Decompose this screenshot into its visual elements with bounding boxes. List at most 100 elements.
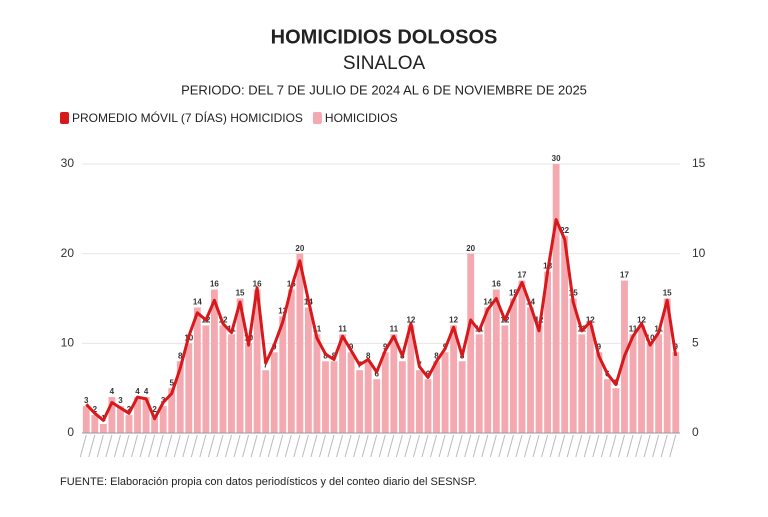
bar (492, 289, 500, 433)
bar (663, 298, 671, 433)
x-tick (148, 434, 156, 458)
value-label: 8 (178, 351, 183, 360)
y-tick-label: 20 (61, 246, 75, 260)
value-label: 30 (552, 154, 561, 163)
x-tick (617, 434, 625, 458)
bar (219, 325, 227, 433)
x-tick (600, 434, 608, 458)
value-label: 16 (492, 280, 501, 289)
x-tick (395, 434, 403, 458)
bar (296, 253, 304, 433)
x-tick (199, 434, 207, 458)
bar (168, 388, 176, 433)
bar (287, 289, 295, 433)
x-tick (455, 434, 463, 458)
x-tick (293, 434, 301, 458)
bar (193, 307, 201, 433)
x-tick (412, 434, 420, 458)
x-tick (353, 434, 361, 458)
y-tick-label: 0 (67, 425, 74, 439)
legend-label: HOMICIDIOS (325, 111, 398, 125)
x-tick (660, 434, 668, 458)
x-tick (182, 434, 190, 458)
bar (527, 307, 534, 433)
bar (373, 379, 381, 433)
x-tick (575, 434, 583, 458)
bar (82, 406, 90, 433)
y2-tick-label: 0 (692, 425, 699, 439)
bar (561, 235, 569, 433)
bar (672, 352, 680, 433)
x-tick (156, 434, 164, 458)
x-tick (190, 434, 198, 458)
value-label: 12 (586, 316, 595, 325)
bar (450, 325, 458, 433)
bar (433, 361, 440, 433)
x-tick (464, 434, 472, 458)
x-tick (549, 434, 557, 458)
x-tick (421, 434, 429, 458)
x-tick (310, 434, 318, 458)
x-tick (361, 434, 369, 458)
value-label: 9 (349, 342, 354, 351)
bar (612, 388, 620, 433)
bar (322, 361, 329, 433)
x-tick (566, 434, 574, 458)
bar (228, 334, 235, 433)
value-label: 11 (338, 324, 347, 333)
bar (484, 307, 492, 433)
bar (458, 361, 466, 433)
y2-tick-label: 15 (692, 156, 706, 170)
bar (629, 334, 637, 433)
x-tick (225, 434, 232, 458)
value-label: 14 (193, 298, 202, 307)
bar (475, 334, 483, 433)
value-label: 4 (110, 387, 115, 396)
value-label: 4 (135, 387, 140, 396)
value-label: 12 (406, 316, 415, 325)
y2-tick-label: 5 (692, 336, 699, 350)
bar (159, 406, 167, 433)
period: PERIODO: DEL 7 DE JULIO DE 2024 AL 6 DE … (181, 82, 587, 97)
value-label: 3 (84, 396, 89, 405)
value-label: 12 (449, 316, 458, 325)
x-tick (532, 434, 540, 458)
x-tick (626, 434, 634, 458)
x-tick (489, 434, 497, 458)
bar (544, 271, 552, 433)
bar (518, 280, 526, 433)
bar (185, 343, 193, 433)
bar (210, 289, 218, 433)
value-label: 9 (674, 342, 679, 351)
y-tick-label: 10 (61, 336, 75, 350)
value-label: 13 (278, 307, 287, 316)
legend-label: PROMEDIO MÓVIL (7 DÍAS) HOMICIDIOS (72, 110, 303, 125)
bar (416, 370, 423, 433)
x-tick (139, 434, 147, 458)
value-label: 6 (375, 369, 380, 378)
value-label: 11 (313, 324, 322, 333)
x-tick (344, 434, 352, 458)
bar (424, 379, 432, 433)
bar (262, 370, 270, 433)
x-tick (276, 434, 284, 458)
value-label: 20 (295, 244, 304, 253)
x-tick (88, 434, 96, 458)
bar (595, 352, 603, 433)
x-tick (79, 434, 87, 458)
bar (638, 325, 645, 433)
bar (279, 316, 287, 433)
x-tick (430, 434, 438, 458)
bar (330, 361, 338, 433)
value-label: 2 (93, 405, 98, 414)
bar (603, 379, 611, 433)
chart-title: HOMICIDIOS DOLOSOS (271, 26, 498, 48)
bar (108, 397, 116, 433)
x-tick (216, 434, 224, 458)
bar (552, 164, 560, 433)
x-tick (242, 434, 250, 458)
x-tick (472, 434, 480, 458)
x-tick (122, 434, 130, 458)
x-tick (378, 434, 386, 458)
